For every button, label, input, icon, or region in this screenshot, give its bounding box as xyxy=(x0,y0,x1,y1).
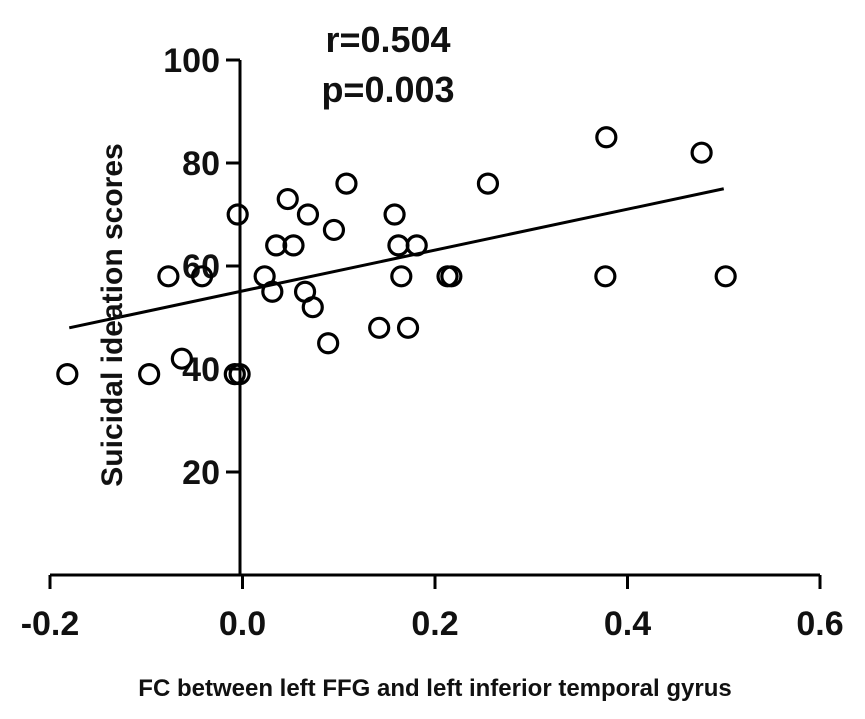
data-point xyxy=(170,347,193,370)
data-point xyxy=(405,234,428,257)
annotation-r: r=0.504 xyxy=(325,19,450,60)
data-point xyxy=(265,234,288,257)
data-point xyxy=(714,265,737,288)
y-tick-label: 20 xyxy=(182,454,220,492)
data-point xyxy=(440,265,463,288)
data-point xyxy=(476,172,500,195)
x-tick-label: -0.2 xyxy=(21,605,80,643)
data-point xyxy=(261,280,284,303)
x-tick-label: 0.4 xyxy=(604,605,651,643)
data-point xyxy=(138,363,161,386)
axes xyxy=(50,60,820,577)
y-tick-label: 40 xyxy=(182,351,220,389)
data-point xyxy=(387,234,410,257)
x-tick-label: 0.2 xyxy=(411,605,458,643)
data-point xyxy=(282,234,305,257)
y-axis-title: Suicidal ideation scores xyxy=(96,143,129,486)
data-point xyxy=(276,187,299,211)
data-point xyxy=(594,265,617,288)
data-point xyxy=(296,203,320,226)
data-point xyxy=(690,141,713,164)
data-point xyxy=(226,203,249,226)
data-point xyxy=(190,265,214,288)
annotation-p: p=0.003 xyxy=(321,69,454,110)
regression-line xyxy=(68,187,725,330)
x-tick-label: 0.0 xyxy=(219,605,266,643)
x-axis-title: FC between left FFG and left inferior te… xyxy=(138,675,731,702)
data-point xyxy=(157,265,180,288)
data-point xyxy=(317,332,340,355)
y-tick-label: 80 xyxy=(182,145,220,183)
data-point xyxy=(322,218,346,242)
data-point xyxy=(228,363,251,386)
fit-line-group xyxy=(68,187,725,330)
data-point xyxy=(335,172,358,195)
data-point xyxy=(390,265,413,288)
data-point xyxy=(595,126,618,149)
x-tick-label: 0.6 xyxy=(796,605,843,643)
data-point xyxy=(383,203,406,226)
data-point xyxy=(56,363,79,386)
data-point xyxy=(368,316,391,339)
data-point xyxy=(396,316,420,339)
y-tick-label: 100 xyxy=(163,42,220,80)
data-point xyxy=(301,296,324,319)
data-points xyxy=(56,126,737,386)
